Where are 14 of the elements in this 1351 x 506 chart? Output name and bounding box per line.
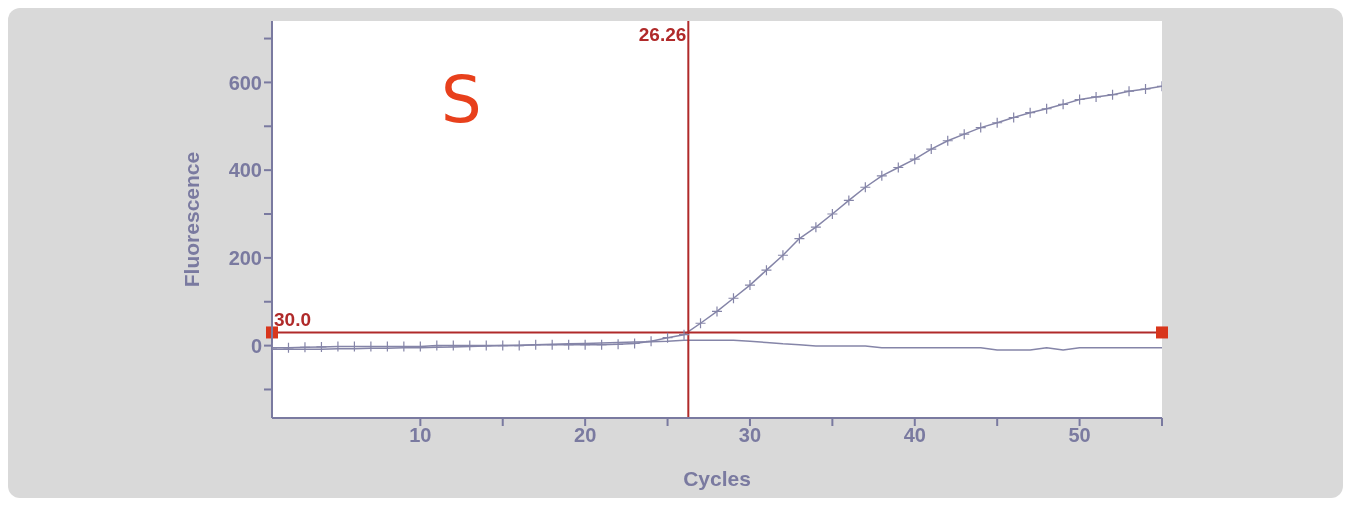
ref-line-label: 26.26 xyxy=(638,24,687,45)
y-tick-label: 400 xyxy=(228,159,262,182)
y-tick-label: 0 xyxy=(250,334,262,357)
x-tick-label: 30 xyxy=(738,424,762,447)
x-axis-title: Cycles xyxy=(683,467,751,490)
y-axis-title: Fluorescence xyxy=(180,151,204,288)
y-tick-label: 600 xyxy=(228,71,262,94)
x-tick-label: 20 xyxy=(574,424,597,447)
x-tick-label: 50 xyxy=(1068,424,1091,447)
ref-line-label: 30.0 xyxy=(274,309,311,331)
y-tick-label: 200 xyxy=(228,246,262,269)
x-tick-label: 10 xyxy=(409,424,432,447)
annotation: S xyxy=(441,63,482,137)
x-tick-label: 40 xyxy=(903,424,926,447)
